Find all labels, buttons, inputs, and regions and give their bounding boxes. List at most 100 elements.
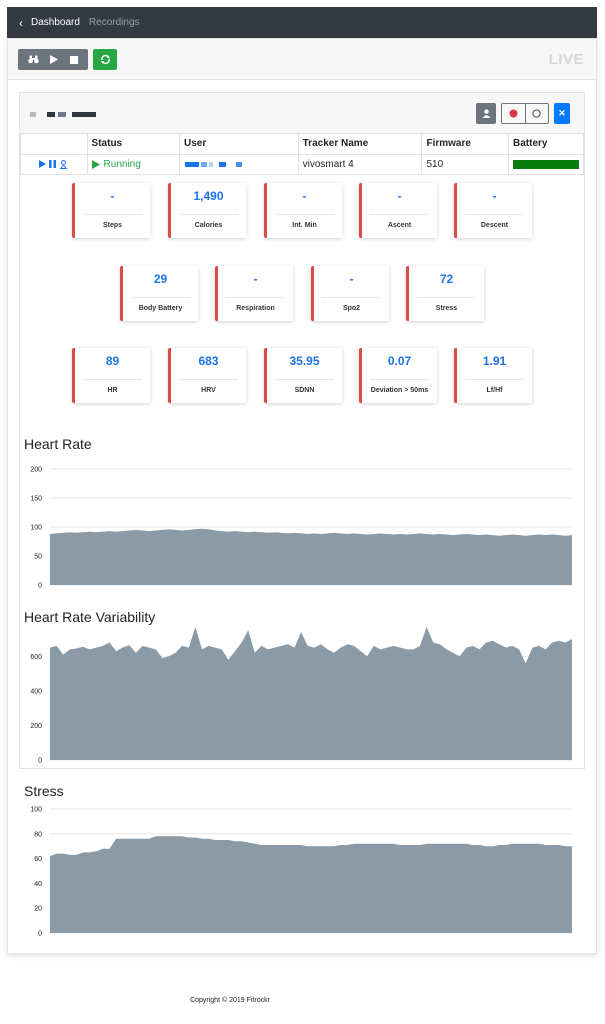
play-icon[interactable] xyxy=(39,160,47,168)
chevron-left-icon[interactable]: ‹ xyxy=(19,15,23,30)
y-tick-label: 0 xyxy=(38,931,42,938)
metric-value: 89 xyxy=(105,354,120,368)
metric-label: HRV xyxy=(201,387,216,394)
redacted-text xyxy=(58,112,66,117)
chart-title-hrv: Heart Rate Variability xyxy=(24,609,156,625)
footer-copyright: Copyright © 2019 Fitrockr xyxy=(190,997,270,1004)
chart-title-stress: Stress xyxy=(24,783,64,799)
metric-value: 1,490 xyxy=(193,189,224,203)
area-series xyxy=(50,528,572,585)
column-header xyxy=(20,134,88,155)
metric-label: Deviation > 50ms xyxy=(370,387,429,394)
firmware-cell: 510 xyxy=(421,153,509,175)
metric-value: - xyxy=(349,272,354,286)
nav-link-recordings[interactable]: Recordings xyxy=(88,17,140,28)
column-header: Battery xyxy=(508,134,584,155)
circle-outline-icon xyxy=(532,109,541,118)
tracker-panel-header: ✕ xyxy=(20,93,584,134)
metric-label: Calories xyxy=(194,222,223,229)
hrv-chart: 0 200 400 600 xyxy=(30,626,572,765)
column-header: Status xyxy=(86,134,181,155)
metric-label: Spo2 xyxy=(342,305,361,312)
record-button[interactable] xyxy=(502,104,525,123)
user-button[interactable] xyxy=(476,103,496,124)
pause-icon[interactable] xyxy=(49,160,57,168)
metric-card-respiration: - Respiration xyxy=(215,266,293,321)
y-tick-label: 100 xyxy=(30,525,42,532)
y-tick-label: 200 xyxy=(30,723,42,730)
live-toolbar: LIVE xyxy=(8,39,596,80)
metric-value: 29 xyxy=(153,272,168,286)
play-icon[interactable] xyxy=(50,55,59,64)
playback-button-group xyxy=(18,49,88,70)
redacted-user xyxy=(219,162,226,167)
metric-label: SDNN xyxy=(294,387,315,394)
area-series xyxy=(50,836,572,933)
user-cell xyxy=(179,153,299,175)
y-tick-label: 200 xyxy=(30,467,42,474)
metric-label: Lf/Hf xyxy=(486,387,503,394)
row-actions-cell xyxy=(20,153,88,175)
metric-value: - xyxy=(397,189,402,203)
live-label: LIVE xyxy=(548,51,584,68)
binoculars-icon[interactable] xyxy=(28,55,39,64)
column-header: Firmware xyxy=(421,134,509,155)
metric-value: - xyxy=(492,189,497,203)
metric-label: Respiration xyxy=(236,305,275,312)
column-header: Tracker Name xyxy=(297,134,423,155)
redacted-user xyxy=(209,162,213,167)
user-icon xyxy=(482,109,490,118)
nav-link-dashboard[interactable]: Dashboard xyxy=(31,17,80,28)
stop-icon[interactable] xyxy=(70,55,79,64)
y-tick-label: 60 xyxy=(34,856,42,863)
metric-card-ascent: - Ascent xyxy=(359,183,437,238)
metric-card-steps: - Steps xyxy=(72,183,150,238)
top-navbar: ‹ Dashboard Recordings xyxy=(7,7,597,38)
y-tick-label: 0 xyxy=(38,583,42,590)
record-dot-icon xyxy=(509,109,518,118)
column-header: User xyxy=(179,134,299,155)
metric-value: 1.91 xyxy=(482,354,507,368)
y-tick-label: 20 xyxy=(34,906,42,913)
chart-title-heart-rate: Heart Rate xyxy=(24,436,92,452)
metric-value: 0.07 xyxy=(387,354,412,368)
metric-value: - xyxy=(253,272,258,286)
metric-value: 72 xyxy=(439,272,454,286)
play-icon xyxy=(91,159,100,169)
y-tick-label: 0 xyxy=(38,758,42,765)
metric-card-stress: 72 Stress xyxy=(406,266,484,321)
user-remove-icon[interactable] xyxy=(59,159,68,169)
tracker-name-cell: vivosmart 4 xyxy=(297,153,423,175)
battery-bar xyxy=(513,159,579,169)
tracker-panel: ✕ Status User Tracker Name Firmware Batt… xyxy=(19,92,585,769)
metric-value: - xyxy=(302,189,307,203)
tracker-table: Status User Tracker Name Firmware Batter… xyxy=(20,134,584,175)
sync-icon xyxy=(100,54,110,65)
stress-chart: 0 20 40 60 80 100 xyxy=(30,807,572,938)
metric-card-deviation: 0.07 Deviation > 50ms xyxy=(359,348,437,403)
metric-label: Body Battery xyxy=(138,305,183,312)
y-tick-label: 400 xyxy=(30,688,42,695)
status-cell: Running xyxy=(86,153,181,175)
close-button[interactable]: ✕ xyxy=(554,103,570,124)
live-card: LIVE ✕ xyxy=(7,38,597,954)
record-off-button[interactable] xyxy=(524,104,549,123)
metric-card-calories: 1,490 Calories xyxy=(168,183,246,238)
metric-label: Ascent xyxy=(387,222,412,229)
redacted-text xyxy=(72,112,96,117)
metric-label: Descent xyxy=(480,222,509,229)
redacted-user xyxy=(236,162,242,167)
metric-card-sdnn: 35.95 SDNN xyxy=(264,348,342,403)
record-button-group xyxy=(501,103,549,124)
metric-card-hr: 89 HR xyxy=(72,348,150,403)
y-tick-label: 80 xyxy=(34,831,42,838)
close-icon: ✕ xyxy=(558,108,566,118)
metric-card-lf-hf: 1.91 Lf/Hf xyxy=(454,348,532,403)
area-series xyxy=(50,626,572,760)
redacted-user xyxy=(185,162,199,167)
y-tick-label: 40 xyxy=(34,881,42,888)
sync-button[interactable] xyxy=(93,49,117,70)
metric-value: 683 xyxy=(198,354,219,368)
metric-label: Stress xyxy=(435,305,458,312)
